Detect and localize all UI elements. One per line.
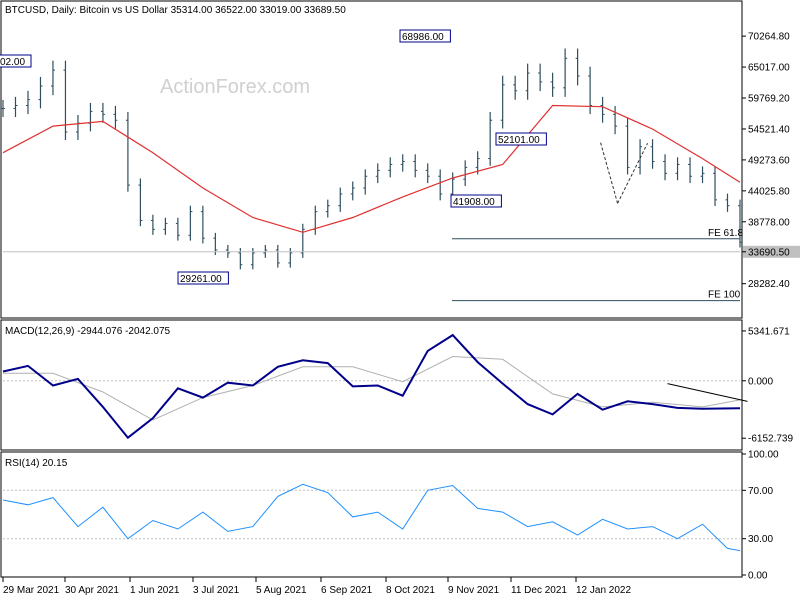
macd-layer xyxy=(2,333,748,440)
price-layer: FE 61.8 FE 100 68986.00 52101.00 41908.00 292… xyxy=(0,29,743,302)
price-annotation-box xyxy=(399,29,451,43)
x-tick-label: 30 Apr 2021 xyxy=(65,585,119,596)
x-tick-label: 12 Jan 2022 xyxy=(576,585,631,596)
rsi-layer xyxy=(2,483,741,552)
price-annotation-box xyxy=(495,132,547,146)
macd-y-tick-label: -6152.739 xyxy=(748,434,793,445)
x-tick-label: 3 Jul 2021 xyxy=(193,585,240,596)
price-annotation-box xyxy=(450,194,502,208)
rsi-line xyxy=(2,483,741,552)
price-annotation: 52101.00 xyxy=(498,135,540,146)
price-annotation-box xyxy=(177,271,229,285)
macd-panel xyxy=(0,319,743,451)
x-tick-label: 6 Sep 2021 xyxy=(321,585,373,596)
watermark: ActionForex.com xyxy=(160,76,310,98)
price-y-tick-label: 28282.40 xyxy=(748,279,790,290)
rsi-y-tick-label: 30.00 xyxy=(748,534,773,545)
macd-panel-title: MACD(12,26,9) -2944.076 -2042.075 xyxy=(5,326,171,337)
rsi-y-tick-label: 0.00 xyxy=(748,571,768,582)
price-annotation: 02.00 xyxy=(0,57,25,68)
price-y-tick-label: 70264.80 xyxy=(748,32,790,43)
price-y-tick-label: 65017.00 xyxy=(748,63,790,74)
price-y-tick-label: 59769.20 xyxy=(748,94,790,105)
price-annotation: 29261.00 xyxy=(180,274,222,285)
x-tick-label: 11 Dec 2021 xyxy=(511,585,567,596)
rsi-panel-title: RSI(14) 20.15 xyxy=(5,458,68,469)
axis-layer: 70264.80 65017.00 59769.20 54521.40 49273.60… xyxy=(2,32,800,596)
x-tick-label: 9 Nov 2021 xyxy=(448,585,500,596)
price-annotation-box xyxy=(0,54,32,68)
macd-trendline xyxy=(667,383,748,402)
rsi-y-tick-label: 100.00 xyxy=(748,450,779,461)
x-tick-label: 8 Oct 2021 xyxy=(386,585,435,596)
price-y-tick-label: 38778.00 xyxy=(748,217,790,228)
rsi-panel xyxy=(0,451,743,578)
macd-line xyxy=(2,333,741,440)
current-price-tag xyxy=(743,245,800,258)
rsi-y-tick-label: 70.00 xyxy=(748,486,773,497)
price-annotation: 41908.00 xyxy=(453,197,495,208)
x-tick-label: 29 Mar 2021 xyxy=(3,585,60,596)
macd-signal-line xyxy=(3,355,741,421)
price-annotation: 68986.00 xyxy=(402,32,444,43)
x-tick-label: 5 Aug 2021 xyxy=(256,585,307,596)
moving-average-line xyxy=(2,104,741,233)
fibonacci-level-label: FE 100 xyxy=(708,290,741,301)
price-y-tick-label: 44025.80 xyxy=(748,186,790,197)
macd-y-tick-label: 5341.671 xyxy=(748,326,790,337)
fibonacci-level-label: FE 61.8 xyxy=(708,228,743,239)
x-tick-label: 1 Jun 2021 xyxy=(130,585,180,596)
price-panel-title: BTCUSD, Daily: Bitcoin vs US Dollar 3531… xyxy=(5,5,346,16)
pattern-line xyxy=(599,140,649,204)
price-y-tick-label: 49273.60 xyxy=(748,155,790,166)
price-y-tick-label: 54521.40 xyxy=(748,124,790,135)
price-y-tick-label: 33690.50 xyxy=(748,247,790,258)
macd-y-tick-label: 0.000 xyxy=(748,376,773,387)
